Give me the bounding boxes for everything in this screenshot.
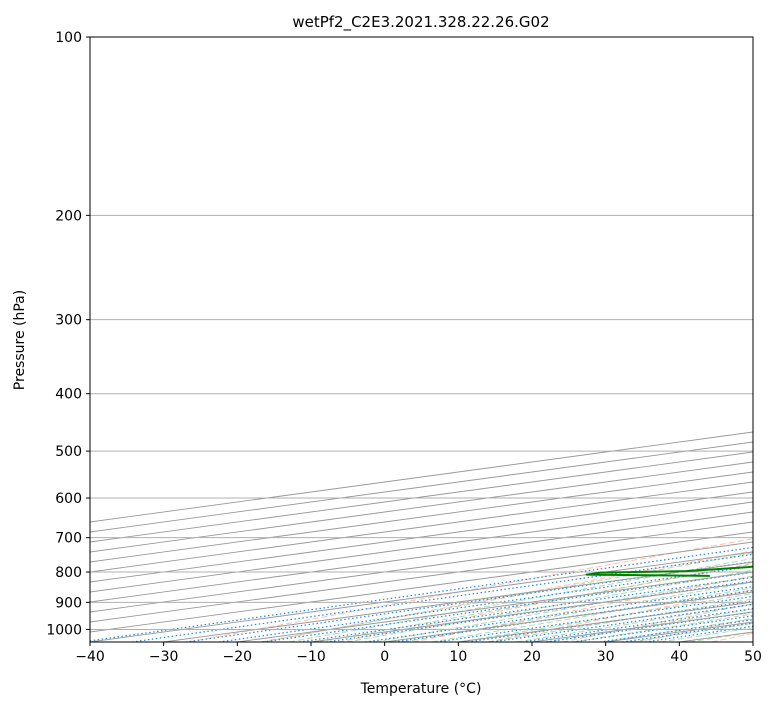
x-axis-label: Temperature (°C) <box>360 681 482 697</box>
x-tick-label: −10 <box>296 649 326 665</box>
isotherm-line <box>90 531 753 623</box>
isotherm-line <box>90 511 753 603</box>
x-tick-label: 50 <box>744 649 762 665</box>
y-tick-label: 800 <box>55 565 82 581</box>
x-tick-label: −30 <box>149 649 179 665</box>
isotherm-line <box>90 471 753 563</box>
background-lines <box>90 37 753 642</box>
moist-adiabat-line <box>288 557 753 642</box>
y-tick-label: 300 <box>55 313 82 329</box>
isotherm-line <box>90 491 753 583</box>
x-tick-label: 30 <box>597 649 615 665</box>
x-tick-label: 0 <box>380 649 389 665</box>
x-tick-label: −40 <box>75 649 105 665</box>
isotherm-line <box>90 521 753 613</box>
mixing-ratio-line <box>365 585 753 642</box>
y-tick-label: 700 <box>55 531 82 547</box>
y-tick-label: 200 <box>55 208 82 224</box>
y-axis-label: Pressure (hPa) <box>12 290 28 390</box>
y-axis-ticks: 1000 900 800 700 600 500 400 300 200 100 <box>46 30 90 638</box>
isotherm-line <box>90 501 753 593</box>
moist-adiabat-line <box>487 598 753 642</box>
isotherm-line <box>90 451 753 543</box>
moist-adiabat-line <box>431 587 753 642</box>
y-tick-label: 600 <box>55 491 82 507</box>
y-tick-label: 1000 <box>46 622 82 638</box>
y-tick-label: 100 <box>55 30 82 46</box>
moist-adiabat-line <box>260 552 753 642</box>
isotherm-line <box>90 481 753 573</box>
x-tick-label: 20 <box>523 649 541 665</box>
mixing-ratio-line <box>90 546 753 642</box>
mixing-ratio-line <box>436 595 753 642</box>
isotherm-line <box>90 461 753 553</box>
chart-title: wetPf2_C2E3.2021.328.22.26.G02 <box>292 13 549 32</box>
y-tick-label: 500 <box>55 444 82 460</box>
x-tick-label: 40 <box>670 649 688 665</box>
plot-frame <box>89 36 754 643</box>
moist-adiabat-line <box>346 569 753 642</box>
mixing-ratio-line <box>325 580 753 642</box>
x-axis-ticks: −40 −30 −20 −10 0 10 20 30 40 50 <box>75 642 762 665</box>
x-tick-label: −20 <box>223 649 253 665</box>
y-tick-label: 400 <box>55 387 82 403</box>
x-tick-label: 10 <box>449 649 467 665</box>
y-tick-label: 900 <box>55 595 82 611</box>
